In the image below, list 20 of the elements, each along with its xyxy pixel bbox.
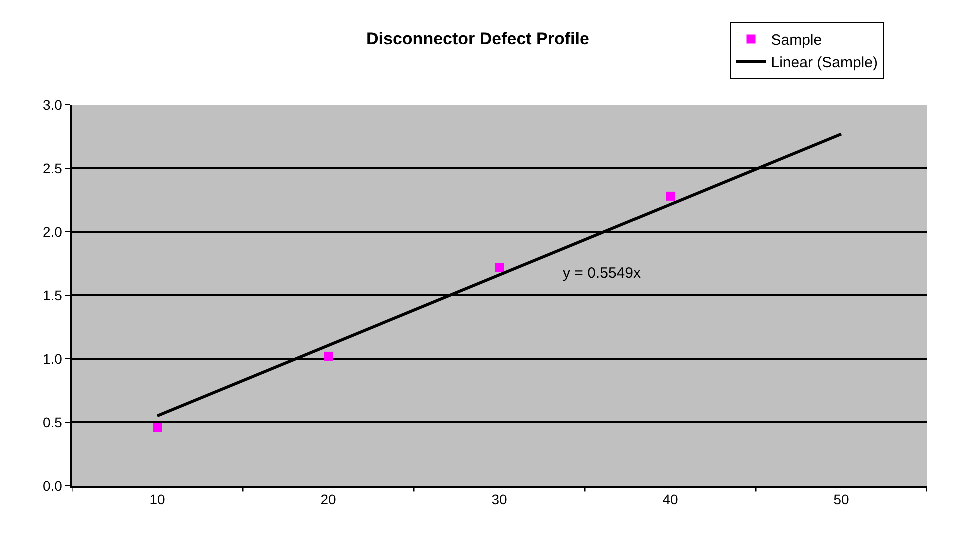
y-tick-label: 0.5 (42, 414, 63, 430)
y-tick-label: 1.5 (42, 287, 63, 304)
x-tick-label: 30 (492, 492, 508, 508)
legend-label: Linear (Sample) (771, 54, 878, 72)
point (666, 192, 675, 201)
y-tick-label: 2.0 (42, 224, 63, 240)
y-tick-label: 2.5 (42, 160, 63, 176)
x-tick-label: 20 (320, 492, 336, 508)
legend-label: Sample (771, 32, 822, 50)
y-tick-label: 1.0 (42, 350, 63, 367)
point (324, 352, 333, 361)
chart-title: Disconnector Defect Profile (366, 30, 590, 49)
x-tick-label: 40 (662, 492, 678, 508)
x-tick-label: 10 (150, 492, 166, 508)
y-tick-label: 0.0 (42, 478, 63, 494)
point (495, 263, 504, 272)
annotation: y = 0.5549x (563, 265, 642, 282)
x-tick-label: 50 (834, 492, 850, 508)
y-tick-label: 3.0 (42, 96, 63, 113)
point (153, 423, 162, 432)
